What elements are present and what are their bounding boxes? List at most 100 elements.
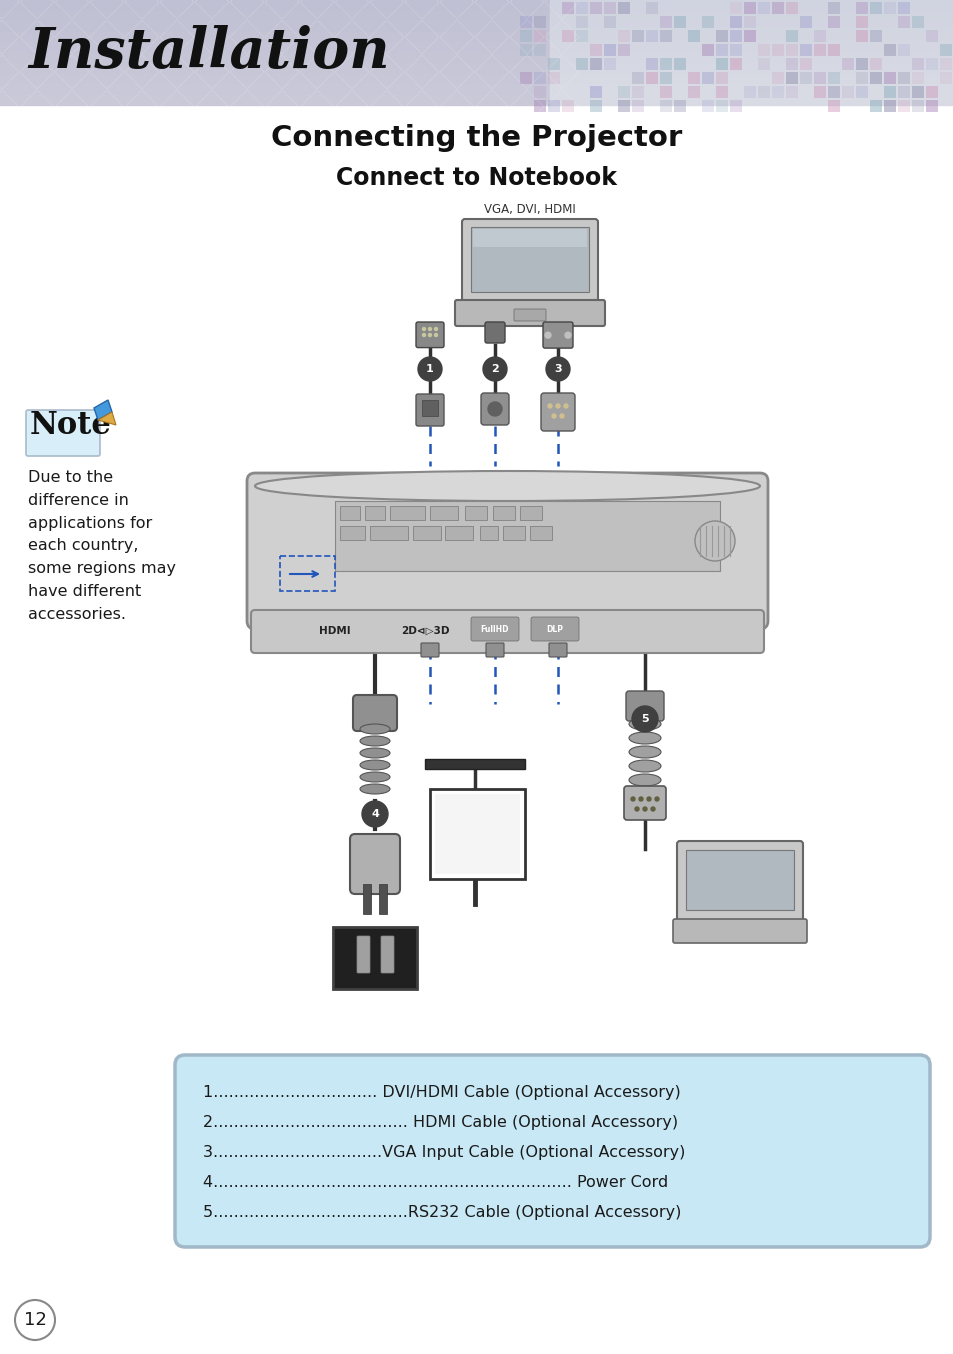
Circle shape — [650, 807, 655, 811]
FancyBboxPatch shape — [464, 506, 486, 520]
FancyBboxPatch shape — [339, 506, 359, 520]
FancyBboxPatch shape — [625, 691, 663, 720]
FancyBboxPatch shape — [897, 1, 909, 14]
FancyBboxPatch shape — [547, 100, 559, 112]
FancyBboxPatch shape — [542, 322, 573, 348]
FancyBboxPatch shape — [911, 87, 923, 97]
Text: HDMI: HDMI — [319, 626, 351, 636]
FancyBboxPatch shape — [729, 43, 741, 56]
FancyBboxPatch shape — [911, 16, 923, 28]
Ellipse shape — [359, 760, 390, 770]
FancyBboxPatch shape — [576, 58, 587, 70]
FancyBboxPatch shape — [911, 72, 923, 84]
FancyBboxPatch shape — [800, 43, 811, 56]
Text: 1: 1 — [426, 364, 434, 374]
FancyBboxPatch shape — [645, 72, 658, 84]
Circle shape — [642, 807, 646, 811]
FancyBboxPatch shape — [855, 72, 867, 84]
FancyBboxPatch shape — [716, 100, 727, 112]
FancyBboxPatch shape — [883, 100, 895, 112]
FancyBboxPatch shape — [785, 30, 797, 42]
FancyBboxPatch shape — [413, 525, 440, 540]
Ellipse shape — [359, 737, 390, 746]
FancyBboxPatch shape — [356, 936, 370, 974]
FancyBboxPatch shape — [534, 100, 545, 112]
FancyBboxPatch shape — [841, 87, 853, 97]
FancyBboxPatch shape — [855, 1, 867, 14]
FancyBboxPatch shape — [869, 100, 882, 112]
FancyBboxPatch shape — [687, 72, 700, 84]
FancyBboxPatch shape — [390, 506, 424, 520]
Text: 5: 5 — [640, 714, 648, 724]
Ellipse shape — [628, 733, 660, 743]
FancyBboxPatch shape — [716, 87, 727, 97]
FancyBboxPatch shape — [603, 16, 616, 28]
FancyBboxPatch shape — [247, 473, 767, 630]
FancyBboxPatch shape — [869, 72, 882, 84]
FancyBboxPatch shape — [576, 16, 587, 28]
FancyBboxPatch shape — [471, 617, 518, 640]
FancyBboxPatch shape — [603, 1, 616, 14]
FancyBboxPatch shape — [729, 30, 741, 42]
Text: Connecting the Projector: Connecting the Projector — [271, 125, 682, 152]
Text: 3: 3 — [554, 364, 561, 374]
FancyBboxPatch shape — [618, 87, 629, 97]
FancyBboxPatch shape — [925, 58, 937, 70]
FancyBboxPatch shape — [645, 58, 658, 70]
FancyBboxPatch shape — [561, 1, 574, 14]
Ellipse shape — [628, 746, 660, 758]
FancyBboxPatch shape — [26, 410, 100, 456]
FancyBboxPatch shape — [659, 87, 671, 97]
FancyBboxPatch shape — [540, 393, 575, 431]
FancyBboxPatch shape — [424, 760, 524, 769]
FancyBboxPatch shape — [911, 100, 923, 112]
Text: 2: 2 — [491, 364, 498, 374]
Circle shape — [434, 328, 437, 330]
FancyBboxPatch shape — [716, 43, 727, 56]
FancyBboxPatch shape — [800, 72, 811, 84]
FancyBboxPatch shape — [659, 72, 671, 84]
FancyBboxPatch shape — [561, 30, 574, 42]
Ellipse shape — [628, 718, 660, 730]
FancyBboxPatch shape — [827, 43, 840, 56]
Text: 12: 12 — [24, 1311, 47, 1330]
Text: VGA, DVI, HDMI: VGA, DVI, HDMI — [483, 203, 576, 217]
FancyBboxPatch shape — [897, 16, 909, 28]
FancyBboxPatch shape — [911, 58, 923, 70]
FancyBboxPatch shape — [925, 30, 937, 42]
FancyBboxPatch shape — [350, 834, 399, 894]
Text: FullHD: FullHD — [480, 624, 509, 634]
FancyBboxPatch shape — [534, 72, 545, 84]
FancyBboxPatch shape — [378, 884, 387, 914]
FancyBboxPatch shape — [785, 43, 797, 56]
FancyBboxPatch shape — [420, 643, 438, 657]
FancyBboxPatch shape — [618, 1, 629, 14]
Ellipse shape — [359, 724, 390, 734]
Circle shape — [417, 357, 441, 380]
Ellipse shape — [359, 784, 390, 793]
FancyBboxPatch shape — [531, 617, 578, 640]
FancyBboxPatch shape — [883, 72, 895, 84]
FancyBboxPatch shape — [659, 58, 671, 70]
Circle shape — [544, 332, 551, 338]
Circle shape — [361, 802, 388, 827]
FancyBboxPatch shape — [576, 1, 587, 14]
FancyBboxPatch shape — [631, 87, 643, 97]
FancyBboxPatch shape — [785, 58, 797, 70]
FancyBboxPatch shape — [939, 58, 951, 70]
FancyBboxPatch shape — [631, 30, 643, 42]
FancyBboxPatch shape — [897, 100, 909, 112]
FancyBboxPatch shape — [869, 58, 882, 70]
FancyBboxPatch shape — [841, 58, 853, 70]
FancyBboxPatch shape — [701, 100, 713, 112]
FancyBboxPatch shape — [743, 16, 755, 28]
FancyBboxPatch shape — [435, 793, 519, 873]
FancyBboxPatch shape — [353, 695, 396, 731]
Circle shape — [547, 403, 552, 408]
FancyBboxPatch shape — [444, 525, 473, 540]
FancyBboxPatch shape — [519, 30, 532, 42]
FancyBboxPatch shape — [785, 72, 797, 84]
Text: Connect to Notebook: Connect to Notebook — [336, 167, 617, 190]
FancyBboxPatch shape — [869, 1, 882, 14]
FancyBboxPatch shape — [421, 399, 437, 416]
